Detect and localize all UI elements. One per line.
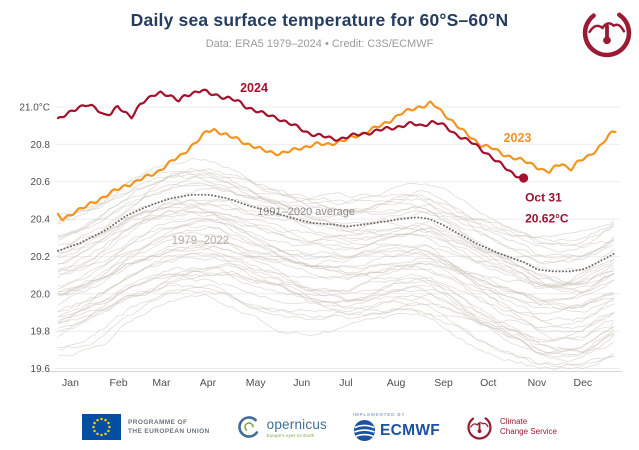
copernicus-name: opernicus [266,416,327,432]
svg-text:20.2: 20.2 [31,252,51,263]
endpoint-dot-oct31 [519,173,529,183]
annotation-label-2024: 2024 [240,81,268,95]
svg-text:Jul: Jul [339,377,352,389]
annotation-label-average: 1991–2020 average [257,206,355,218]
page-subtitle: Data: ERA5 1979–2024 • Credit: C3S/ECMWF [205,38,434,50]
svg-text:21.0°C: 21.0°C [19,103,50,114]
svg-text:Jun: Jun [293,377,310,389]
x-axis-labels: Jan Feb Mar Apr May Jun Jul Aug Sep Oct Nov Dec [62,377,592,389]
page-title: Daily sea surface temperature for 60°S–6… [130,10,509,30]
copernicus-logo: opernicus Europe's eyes on Earth [236,412,327,442]
ecmwf-logo: IMPLEMENTED BY ECMWF [353,412,440,442]
chart-header: Daily sea surface temperature for 60°S–6… [0,0,639,50]
c3s-text-line1: Climate [500,416,528,426]
c3s-footer-logo: Climate Change Service [466,414,557,441]
ecmwf-name: ECMWF [379,421,441,439]
line-2024 [56,88,525,179]
svg-text:May: May [246,377,267,389]
ecmwf-globe-icon [353,419,376,442]
c3s-thermometer-small-icon [466,414,493,441]
annotation-label-2023: 2023 [504,131,532,145]
eu-text-line2: THE EUROPEAN UNION [128,428,210,435]
annotation-endpoint-date: Oct 31 [525,190,562,204]
svg-text:Dec: Dec [574,377,593,389]
copernicus-c-icon [237,416,260,438]
svg-text:Jan: Jan [62,377,79,389]
svg-text:Mar: Mar [152,377,171,389]
svg-text:20.0: 20.0 [31,289,51,300]
implemented-by-label: IMPLEMENTED BY [352,412,406,417]
background-year-lines [57,158,615,370]
svg-text:19.8: 19.8 [31,327,51,338]
svg-text:20.8: 20.8 [31,140,51,151]
svg-text:19.6: 19.6 [31,364,51,375]
eu-text-line1: PROGRAMME OF [128,418,188,426]
svg-text:Oct: Oct [480,377,496,389]
c3s-text-line2: Change Service [500,427,557,436]
y-axis-labels: 21.0°C 20.8 20.6 20.4 20.2 20.0 19.8 19.6 [19,103,50,376]
svg-text:Feb: Feb [110,377,128,389]
eu-flag-icon [82,414,122,440]
average-1991-2020-line [57,193,617,273]
svg-text:Sep: Sep [434,377,453,389]
svg-text:Aug: Aug [387,377,406,389]
annotation-label-background: 1979–2022 [172,235,230,247]
svg-text:Nov: Nov [528,377,547,389]
footer-logos: PROGRAMME OF THE EUROPEAN UNION opernicu… [0,412,639,442]
annotation-endpoint-value: 20.62°C [525,212,569,226]
svg-text:20.6: 20.6 [31,177,51,188]
svg-text:20.4: 20.4 [31,215,51,226]
svg-text:Apr: Apr [200,377,217,389]
copernicus-tagline: Europe's eyes on Earth [266,432,315,438]
line-2023 [56,100,617,222]
eu-programme-logo: PROGRAMME OF THE EUROPEAN UNION [82,414,210,440]
